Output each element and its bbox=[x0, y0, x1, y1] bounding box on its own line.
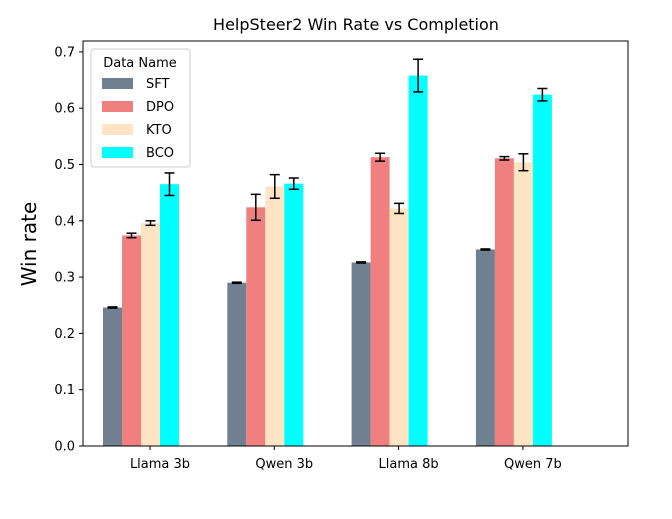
legend-label-bco: BCO bbox=[146, 146, 174, 161]
bars-layer bbox=[103, 58, 552, 447]
y-tick-label: 0.6 bbox=[54, 102, 75, 117]
y-tick-label: 0.0 bbox=[54, 440, 75, 455]
bar-bco bbox=[284, 183, 304, 446]
bar-kto bbox=[265, 186, 285, 446]
y-axis: 0.0 0.1 0.2 0.3 0.4 0.5 0.6 0.7 bbox=[54, 45, 83, 455]
legend-label-dpo: DPO bbox=[146, 100, 174, 115]
bar-bco bbox=[532, 94, 552, 447]
x-tick-label: Llama 8b bbox=[379, 457, 439, 472]
chart-title: HelpSteer2 Win Rate vs Completion bbox=[213, 15, 499, 34]
bar-sft bbox=[227, 282, 247, 446]
legend-label-kto: KTO bbox=[146, 123, 172, 138]
y-tick-label: 0.4 bbox=[54, 214, 75, 229]
bar-dpo bbox=[370, 157, 390, 446]
bar-kto bbox=[513, 162, 533, 447]
y-tick-label: 0.3 bbox=[54, 271, 75, 286]
y-tick-label: 0.7 bbox=[54, 45, 75, 60]
bar-dpo bbox=[122, 235, 141, 446]
legend-swatch-kto bbox=[102, 124, 133, 135]
y-tick-label: 0.1 bbox=[54, 383, 75, 398]
bar-bco bbox=[160, 184, 179, 446]
x-tick-label: Qwen 3b bbox=[255, 457, 313, 472]
legend-swatch-bco bbox=[102, 147, 133, 158]
legend: Data Name SFT DPO KTO BCO bbox=[90, 48, 191, 168]
legend-label-sft: SFT bbox=[146, 77, 170, 92]
legend-swatch-sft bbox=[102, 78, 133, 89]
bar-kto bbox=[141, 223, 160, 446]
axes-frame bbox=[82, 40, 629, 447]
bar-dpo bbox=[494, 158, 514, 446]
x-axis: Llama 3b Qwen 3b Llama 8b Qwen 7b bbox=[130, 446, 562, 472]
bar-sft bbox=[351, 262, 371, 446]
y-axis-label: Win rate bbox=[17, 202, 41, 287]
bar-bco bbox=[408, 75, 428, 447]
bar-dpo bbox=[246, 207, 266, 446]
bar-sft bbox=[475, 249, 495, 446]
bar-kto bbox=[389, 208, 409, 446]
bar-sft bbox=[103, 307, 122, 446]
legend-title: Data Name bbox=[103, 56, 177, 71]
y-tick-label: 0.2 bbox=[54, 327, 75, 342]
x-tick-label: Qwen 7b bbox=[504, 457, 562, 472]
x-tick-label: Llama 3b bbox=[130, 457, 190, 472]
y-tick-label: 0.5 bbox=[54, 158, 75, 173]
legend-swatch-dpo bbox=[102, 101, 133, 112]
